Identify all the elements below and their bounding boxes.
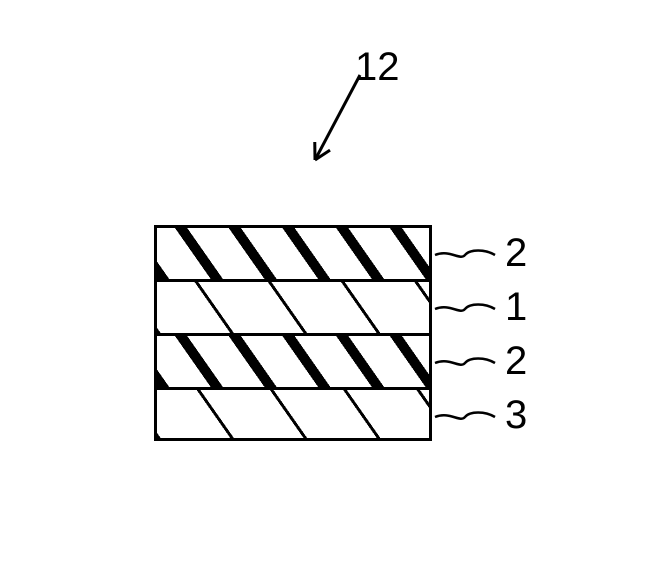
reference-numeral-1-1: 1 xyxy=(505,285,527,330)
layer-1 xyxy=(154,279,432,333)
layer-3 xyxy=(154,387,432,441)
leader-line-1 xyxy=(435,305,495,311)
layer-0 xyxy=(154,225,432,279)
layered-diagram xyxy=(154,225,432,441)
leader-line-2 xyxy=(435,359,495,365)
reference-numeral-2-2: 2 xyxy=(505,339,527,384)
layer-stack xyxy=(154,225,432,441)
reference-numeral-3-3: 3 xyxy=(505,393,527,438)
leader-line-0 xyxy=(435,251,495,257)
leader-line-3 xyxy=(435,413,495,419)
reference-numeral-top: 12 xyxy=(355,45,400,90)
layer-2 xyxy=(154,333,432,387)
reference-numeral-2-0: 2 xyxy=(505,231,527,276)
